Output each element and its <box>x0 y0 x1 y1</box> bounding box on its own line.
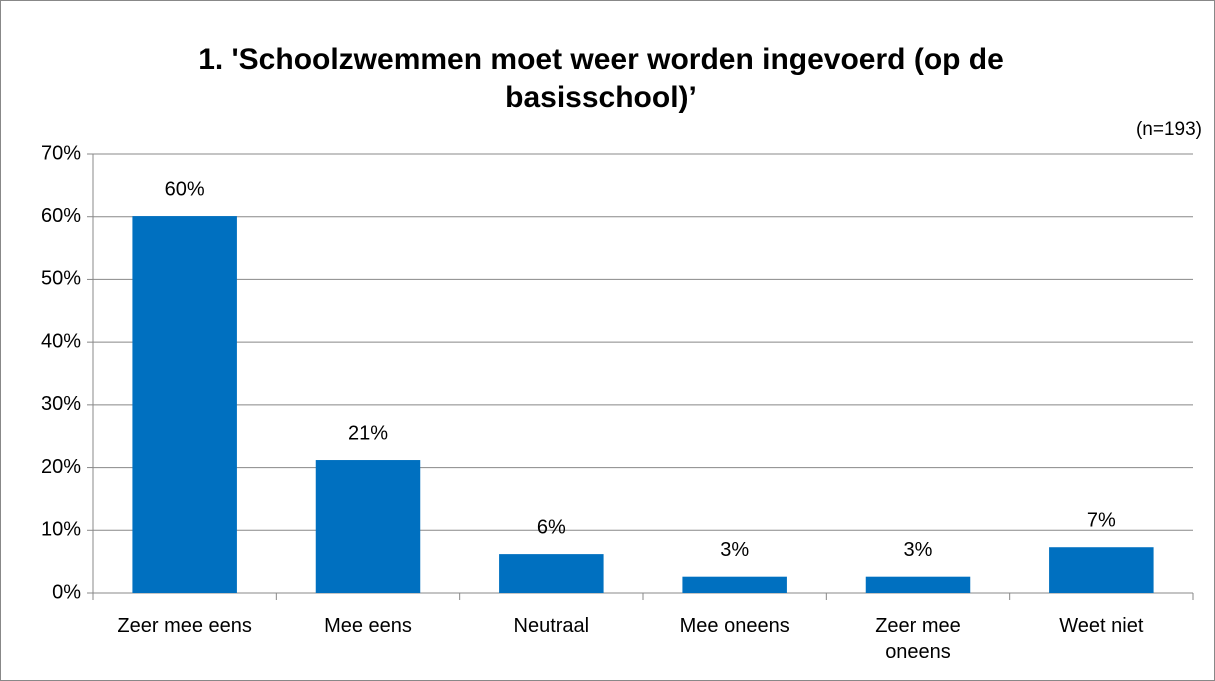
x-tick-label: Mee eens <box>324 615 412 637</box>
x-tick-label: Zeer mee oneens <box>875 615 961 663</box>
bar <box>499 554 604 593</box>
x-tick-label: Weet niet <box>1059 615 1144 637</box>
data-label: 7% <box>1087 509 1116 531</box>
data-label: 3% <box>904 539 933 561</box>
data-label: 21% <box>348 422 388 444</box>
bar <box>1049 547 1154 593</box>
y-tick-label: 70% <box>41 142 81 164</box>
x-tick-label: Mee oneens <box>679 615 790 637</box>
data-label: 60% <box>165 178 205 200</box>
chart-title: 1. 'Schoolzwemmen moet weer worden ingev… <box>198 43 1004 114</box>
bar <box>865 576 971 593</box>
x-tick-label: Neutraal <box>513 615 590 637</box>
y-tick-label: 50% <box>41 268 81 290</box>
bar <box>315 460 421 593</box>
y-tick-label: 30% <box>41 393 81 415</box>
x-tick-label: Zeer mee eens <box>117 615 252 637</box>
data-label: 3% <box>720 539 749 561</box>
y-tick-label: 40% <box>41 330 81 352</box>
y-tick-label: 10% <box>41 519 81 541</box>
y-tick-label: 20% <box>41 456 81 478</box>
bar <box>132 216 237 593</box>
data-label: 6% <box>537 516 566 538</box>
bar <box>682 576 787 593</box>
y-tick-label: 60% <box>41 205 81 227</box>
chart-subtitle: (n=193) <box>1135 119 1202 140</box>
y-tick-label: 0% <box>52 581 81 603</box>
